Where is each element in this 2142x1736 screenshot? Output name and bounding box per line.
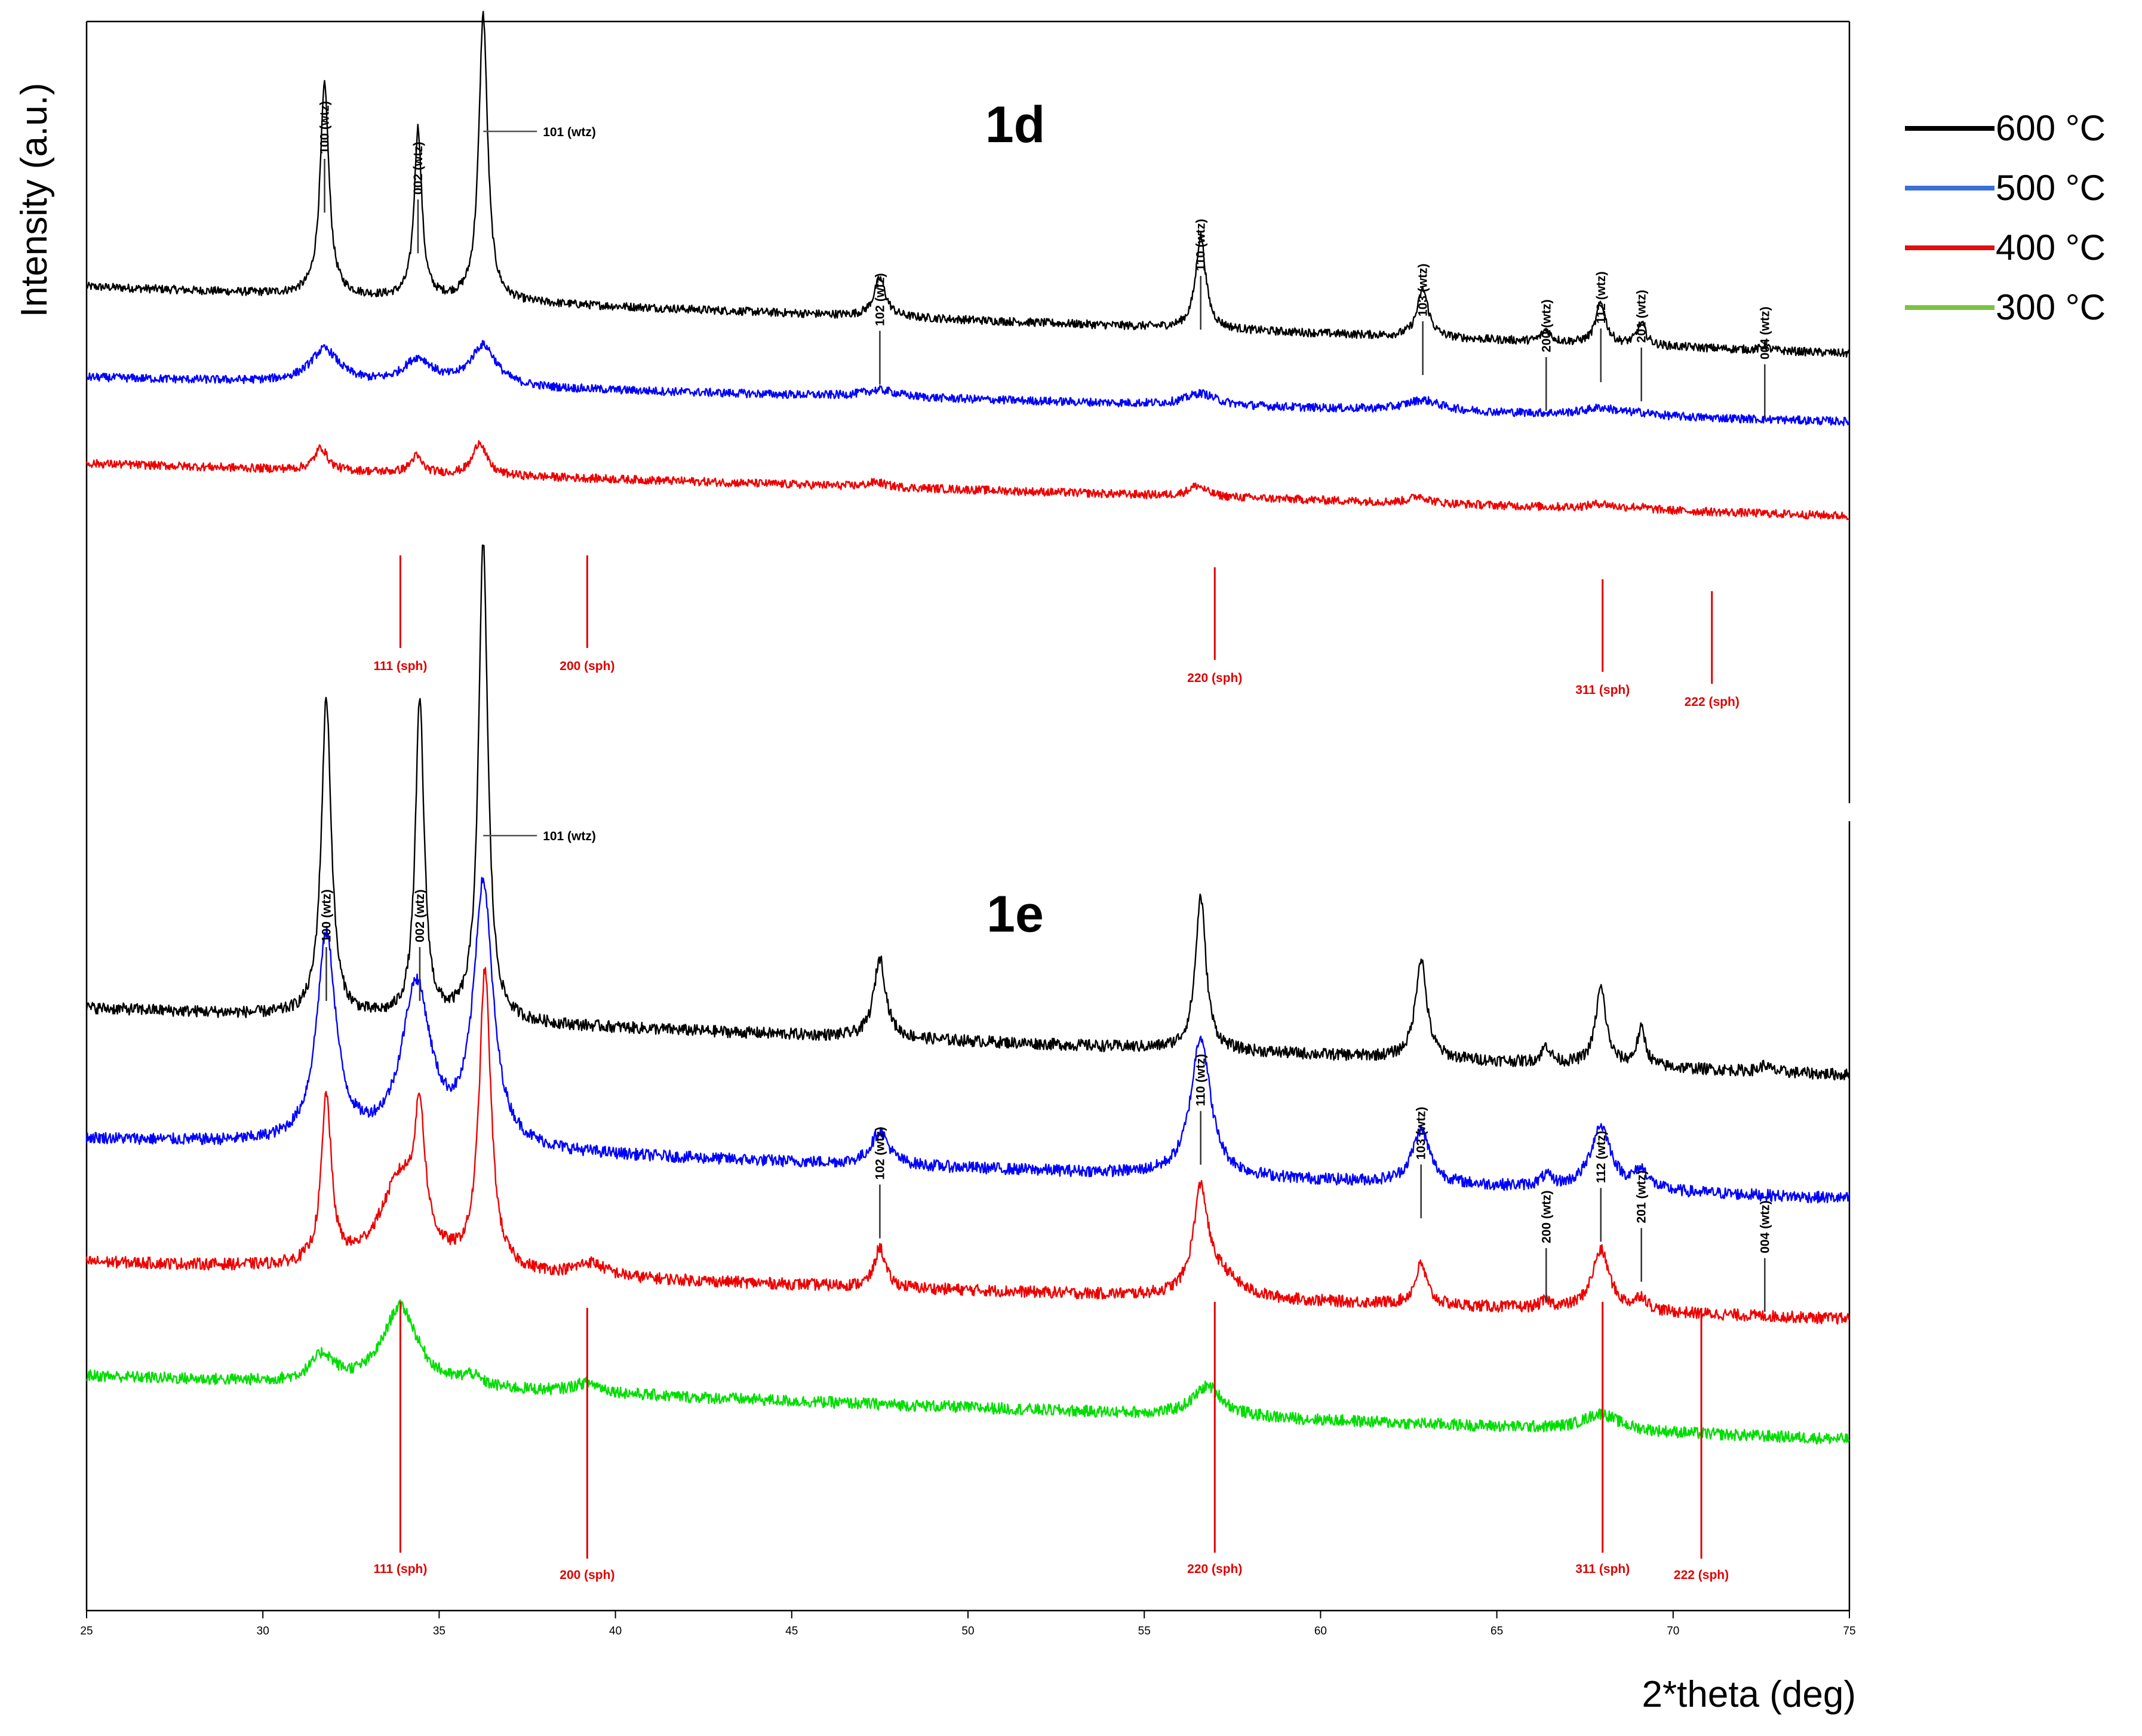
- series-line-1e-400: [85, 967, 1850, 1325]
- sph-peak-label: 220 (sph): [1187, 671, 1242, 685]
- x-tick-label: 75: [1843, 1625, 1855, 1637]
- wtz-peak-label: 110 (wtz): [1194, 219, 1208, 271]
- wtz-peak-label: 201 (wtz): [1635, 290, 1649, 343]
- wtz-peak-label: 200 (wtz): [1539, 299, 1553, 352]
- wtz-peak-label: 002 (wtz): [411, 142, 425, 195]
- panel-label-1d: 1d: [985, 96, 1045, 153]
- sph-peak-label: 222 (sph): [1685, 695, 1740, 709]
- wtz-peak-label: 112 (wtz): [1594, 271, 1608, 324]
- wtz-peak-label: 004 (wtz): [1758, 306, 1772, 360]
- legend: 600 °C 500 °C 400 °C 300 °C: [1905, 108, 2106, 327]
- panel-1d: 100 (wtz) 002 (wtz) 101 (wtz) 102 (wtz) 110 …: [85, 11, 1851, 709]
- x-axis-ticks: 25 30 35 40 45 50 55 60 65 70 75: [80, 1611, 1856, 1637]
- x-tick-label: 70: [1667, 1625, 1679, 1637]
- y-axis-title: Intensity (a.u.): [14, 83, 55, 318]
- x-tick-label: 40: [609, 1625, 622, 1637]
- x-axis-title: 2*theta (deg): [1642, 1674, 1856, 1715]
- sph-peak-label: 222 (sph): [1674, 1568, 1729, 1582]
- series-line-1d-400: [85, 440, 1850, 521]
- wtz-peak-label: 103 (wtz): [1416, 263, 1430, 317]
- sph-peak-label: 200 (sph): [560, 659, 614, 673]
- wtz-peak-label: 112 (wtz): [1594, 1131, 1608, 1184]
- x-tick-label: 25: [80, 1625, 93, 1637]
- wtz-peak-label: 102 (wtz): [873, 1127, 887, 1180]
- x-tick-label: 60: [1314, 1625, 1327, 1637]
- wtz-peak-label: 100 (wtz): [318, 101, 332, 154]
- sph-peak-label: 311 (sph): [1575, 1562, 1630, 1576]
- wtz-peak-label: 103 (wtz): [1415, 1107, 1428, 1160]
- sph-peak-label: 111 (sph): [374, 659, 428, 673]
- x-tick-label: 35: [433, 1625, 445, 1637]
- wtz-peak-label: 101 (wtz): [543, 829, 596, 843]
- panel-1e: 100 (wtz) 002 (wtz) 101 (wtz) 102 (wtz) 110 …: [85, 544, 1851, 1582]
- legend-label-300: 300 °C: [1996, 287, 2106, 327]
- wtz-peak-label: 100 (wtz): [319, 889, 333, 942]
- wtz-peak-label: 110 (wtz): [1194, 1054, 1208, 1107]
- wtz-peak-label: 201 (wtz): [1635, 1170, 1649, 1224]
- panel-label-1e: 1e: [987, 886, 1044, 943]
- wtz-peak-label: 004 (wtz): [1758, 1200, 1772, 1253]
- series-line-1e-600: [85, 544, 1850, 1081]
- legend-label-400: 400 °C: [1996, 228, 2106, 268]
- legend-label-500: 500 °C: [1996, 168, 2106, 208]
- sph-peak-label: 111 (sph): [374, 1562, 428, 1576]
- series-line-1e-300: [85, 1299, 1850, 1445]
- x-tick-label: 50: [961, 1625, 974, 1637]
- series-line-1e-500: [85, 877, 1851, 1204]
- wtz-peak-label: 200 (wtz): [1539, 1190, 1553, 1243]
- wtz-peak-label: 102 (wtz): [873, 273, 887, 326]
- x-tick-label: 55: [1138, 1625, 1151, 1637]
- sph-peak-label: 220 (sph): [1187, 1562, 1242, 1576]
- series-line-1d-600: [85, 11, 1850, 358]
- x-tick-label: 45: [785, 1625, 798, 1637]
- sph-peak-label: 200 (sph): [560, 1568, 614, 1582]
- legend-label-600: 600 °C: [1996, 108, 2106, 148]
- wtz-peak-label: 101 (wtz): [543, 125, 596, 139]
- series-line-1d-500: [86, 340, 1851, 426]
- x-tick-label: 65: [1491, 1625, 1503, 1637]
- x-tick-label: 30: [257, 1625, 269, 1637]
- wtz-peak-label: 002 (wtz): [413, 889, 427, 942]
- sph-peak-label: 311 (sph): [1575, 683, 1630, 697]
